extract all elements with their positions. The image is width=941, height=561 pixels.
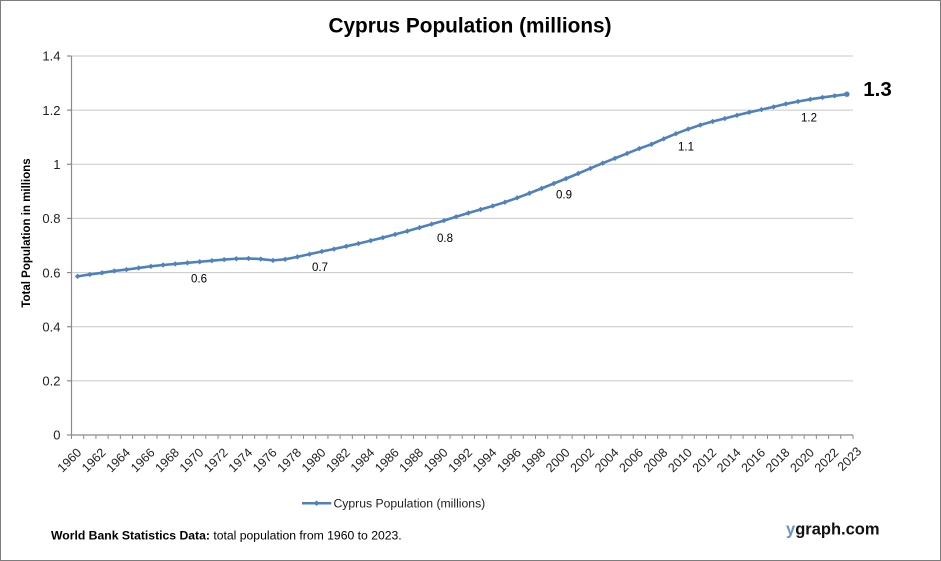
svg-text:World Bank Statistics Data: to: World Bank Statistics Data: total popula… xyxy=(51,529,402,543)
svg-text:ygraph.com: ygraph.com xyxy=(786,521,880,539)
svg-text:0: 0 xyxy=(53,428,60,443)
svg-text:1.1: 1.1 xyxy=(678,141,694,153)
svg-text:0.6: 0.6 xyxy=(42,265,60,280)
svg-text:0.8: 0.8 xyxy=(42,211,60,226)
svg-text:0.2: 0.2 xyxy=(42,374,60,389)
svg-text:1.2: 1.2 xyxy=(801,112,817,124)
svg-text:1: 1 xyxy=(53,157,60,172)
svg-text:0.9: 0.9 xyxy=(556,189,572,201)
svg-text:Cyprus Population (millions): Cyprus Population (millions) xyxy=(328,15,611,38)
svg-text:0.8: 0.8 xyxy=(437,233,453,245)
svg-text:Total Population in millions: Total Population in millions xyxy=(21,158,33,307)
svg-text:1.2: 1.2 xyxy=(42,103,60,118)
svg-text:1.4: 1.4 xyxy=(42,49,60,64)
svg-text:0.4: 0.4 xyxy=(42,319,60,334)
svg-text:1.3: 1.3 xyxy=(863,78,892,101)
svg-text:Cyprus Population (millions): Cyprus Population (millions) xyxy=(334,496,486,510)
svg-text:0.7: 0.7 xyxy=(312,262,328,274)
svg-text:0.6: 0.6 xyxy=(191,273,207,285)
